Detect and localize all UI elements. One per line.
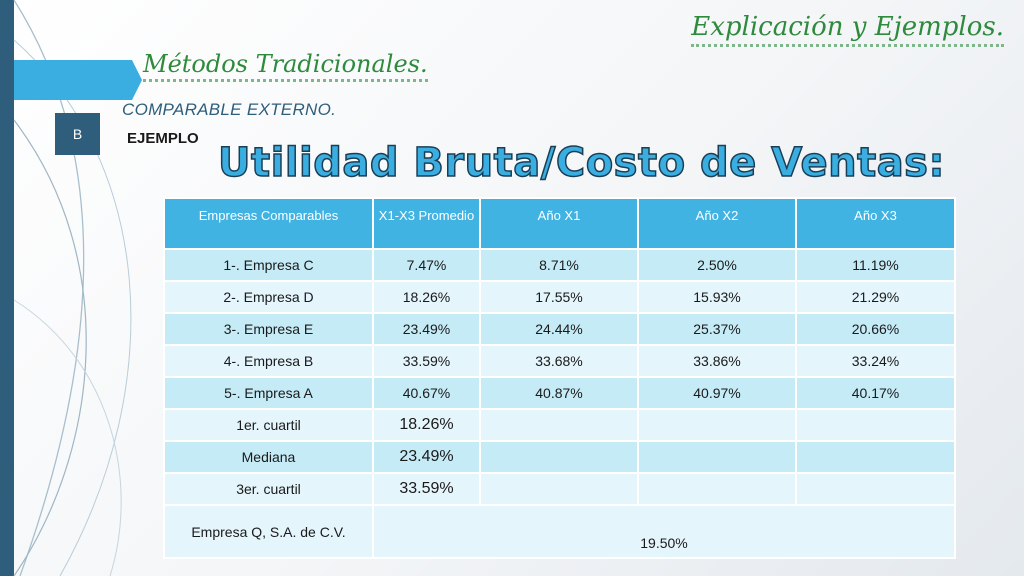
table-row: 2-. Empresa D 18.26% 17.55% 15.93% 21.29… bbox=[163, 280, 956, 314]
table-cell: 8.71% bbox=[479, 248, 639, 282]
company-name: 5-. Empresa A bbox=[163, 376, 374, 410]
stat-value: 33.59% bbox=[372, 472, 481, 506]
empty-cell bbox=[479, 408, 639, 442]
stat-label: 1er. cuartil bbox=[163, 408, 374, 442]
table-cell: 33.24% bbox=[795, 344, 956, 378]
page-title: Métodos Tradicionales. bbox=[143, 50, 428, 82]
company-name: 3-. Empresa E bbox=[163, 312, 374, 346]
table-cell: 7.47% bbox=[372, 248, 481, 282]
table-cell: 2.50% bbox=[637, 248, 797, 282]
company-q-row: Empresa Q, S.A. de C.V. 19.50% bbox=[163, 504, 956, 559]
empty-cell bbox=[637, 408, 797, 442]
left-accent-bar bbox=[0, 0, 14, 576]
company-q-label: Empresa Q, S.A. de C.V. bbox=[163, 504, 374, 559]
table-cell: 40.87% bbox=[479, 376, 639, 410]
column-header: Año X3 bbox=[795, 197, 956, 250]
title-tab-shape bbox=[14, 60, 132, 100]
table-cell: 40.67% bbox=[372, 376, 481, 410]
decorative-curves bbox=[13, 0, 132, 576]
company-name: 4-. Empresa B bbox=[163, 344, 374, 378]
company-name: 1-. Empresa C bbox=[163, 248, 374, 282]
table-cell: 40.97% bbox=[637, 376, 797, 410]
company-q-value: 19.50% bbox=[372, 504, 956, 559]
column-header: Año X2 bbox=[637, 197, 797, 250]
stat-value: 18.26% bbox=[372, 408, 481, 442]
table-header-row: Empresas Comparables X1-X3 Promedio Año … bbox=[163, 197, 956, 250]
table-cell: 23.49% bbox=[372, 312, 481, 346]
table-row: 5-. Empresa A 40.67% 40.87% 40.97% 40.17… bbox=[163, 376, 956, 410]
table-cell: 24.44% bbox=[479, 312, 639, 346]
empty-cell bbox=[795, 408, 956, 442]
table-cell: 40.17% bbox=[795, 376, 956, 410]
column-header: X1-X3 Promedio bbox=[372, 197, 481, 250]
empty-cell bbox=[479, 440, 639, 474]
stat-row: 1er. cuartil 18.26% bbox=[163, 408, 956, 442]
table-cell: 25.37% bbox=[637, 312, 797, 346]
empty-cell bbox=[795, 472, 956, 506]
column-header: Empresas Comparables bbox=[163, 197, 374, 250]
table-cell: 21.29% bbox=[795, 280, 956, 314]
table-row: 4-. Empresa B 33.59% 33.68% 33.86% 33.24… bbox=[163, 344, 956, 378]
subtitle: COMPARABLE EXTERNO. bbox=[122, 100, 337, 119]
table-cell: 17.55% bbox=[479, 280, 639, 314]
title-tab-arrow bbox=[132, 60, 142, 100]
table-cell: 18.26% bbox=[372, 280, 481, 314]
column-header: Año X1 bbox=[479, 197, 639, 250]
empty-cell bbox=[479, 472, 639, 506]
empty-cell bbox=[637, 440, 797, 474]
stat-row: 3er. cuartil 33.59% bbox=[163, 472, 956, 506]
comparables-table: Empresas Comparables X1-X3 Promedio Año … bbox=[163, 197, 956, 559]
stat-row: Mediana 23.49% bbox=[163, 440, 956, 474]
stat-label: 3er. cuartil bbox=[163, 472, 374, 506]
empty-cell bbox=[637, 472, 797, 506]
table-cell: 11.19% bbox=[795, 248, 956, 282]
stat-value: 23.49% bbox=[372, 440, 481, 474]
table-row: 1-. Empresa C 7.47% 8.71% 2.50% 11.19% bbox=[163, 248, 956, 282]
empty-cell bbox=[795, 440, 956, 474]
table-cell: 33.59% bbox=[372, 344, 481, 378]
table-row: 3-. Empresa E 23.49% 24.44% 25.37% 20.66… bbox=[163, 312, 956, 346]
table-cell: 15.93% bbox=[637, 280, 797, 314]
table-cell: 33.86% bbox=[637, 344, 797, 378]
main-heading: Utilidad Bruta/Costo de Ventas: bbox=[217, 139, 945, 187]
section-title: Explicación y Ejemplos. bbox=[691, 12, 1004, 47]
company-name: 2-. Empresa D bbox=[163, 280, 374, 314]
example-label: EJEMPLO bbox=[127, 130, 199, 147]
section-badge: B bbox=[55, 113, 100, 155]
table-cell: 33.68% bbox=[479, 344, 639, 378]
stat-label: Mediana bbox=[163, 440, 374, 474]
table-cell: 20.66% bbox=[795, 312, 956, 346]
